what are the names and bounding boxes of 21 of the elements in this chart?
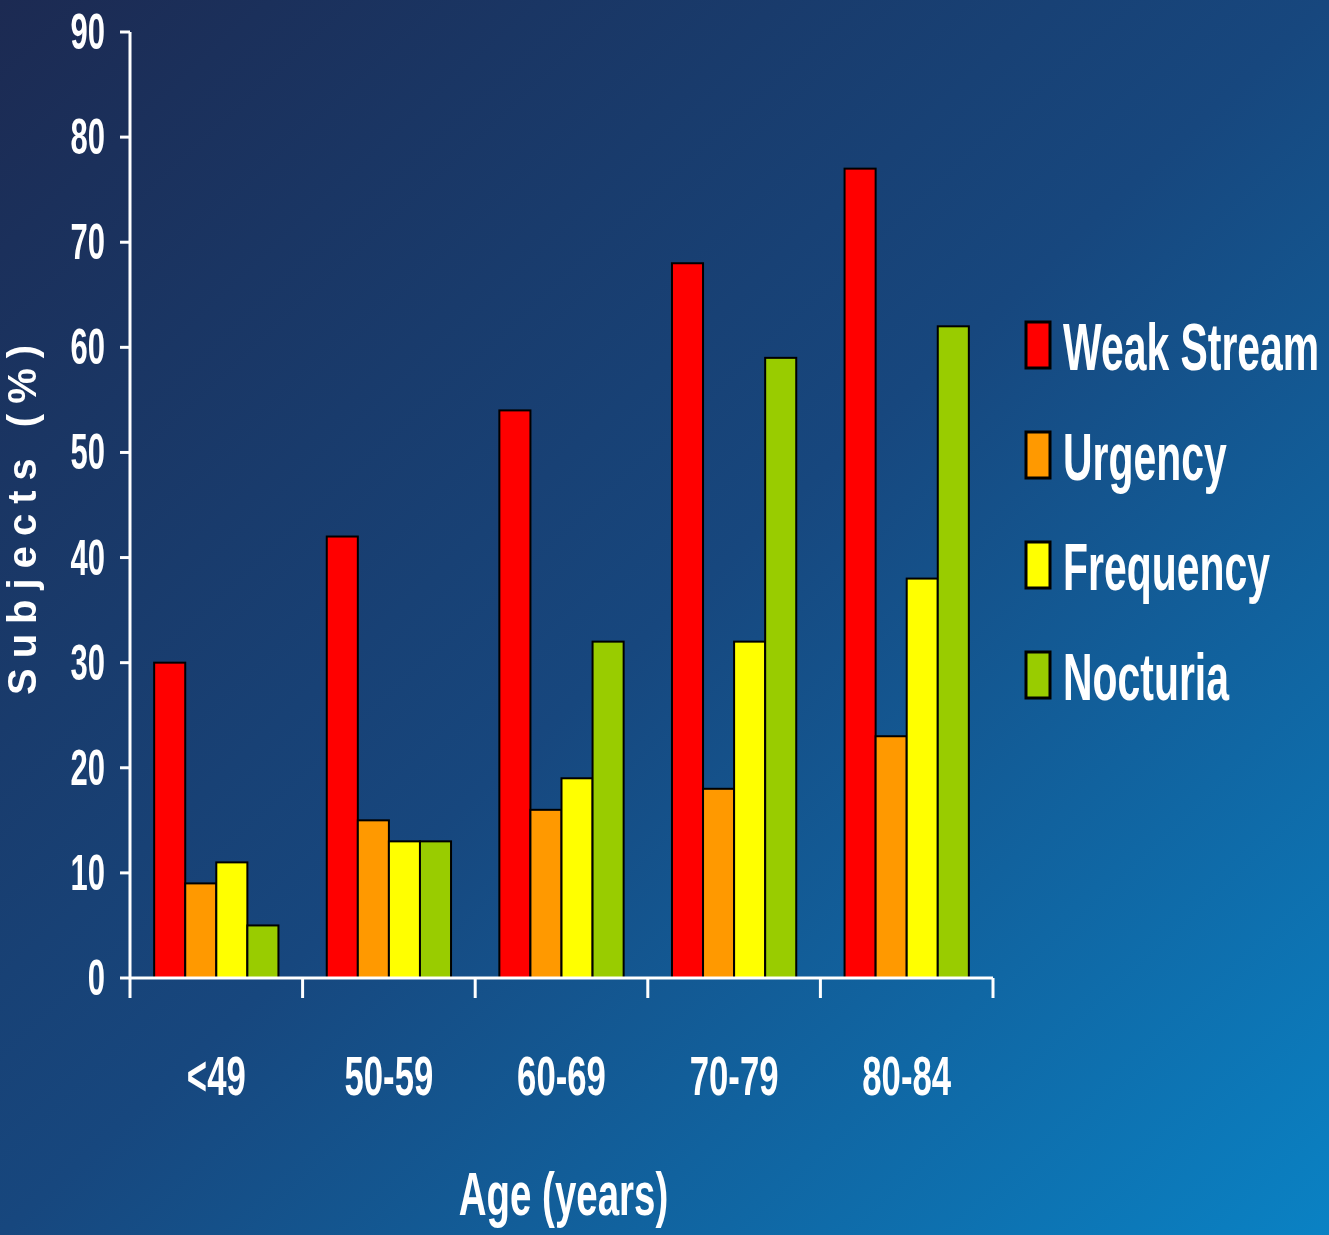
y-tick-label: 50 — [70, 423, 105, 481]
x-tick-label: 80-84 — [862, 1044, 952, 1108]
legend-label: Nocturia — [1063, 639, 1230, 715]
x-axis-title: Age (years) — [458, 1158, 669, 1229]
x-tick-label: 70-79 — [689, 1044, 779, 1108]
y-tick-label: 40 — [70, 528, 105, 586]
x-tick-label: 60-69 — [517, 1044, 606, 1108]
y-tick-label: 20 — [70, 739, 105, 796]
x-tick-label: 50-59 — [344, 1044, 434, 1108]
y-axis-title: Subjects (%) — [0, 334, 44, 696]
x-tick-label: <49 — [186, 1044, 246, 1108]
legend-label: Frequency — [1063, 529, 1271, 605]
y-tick-label: 60 — [70, 318, 105, 376]
y-tick-label: 70 — [70, 213, 105, 271]
y-tick-label: 80 — [70, 108, 105, 165]
legend-label: Urgency — [1063, 419, 1228, 495]
y-tick-label: 90 — [70, 3, 105, 60]
y-tick-label: 0 — [87, 949, 105, 1006]
legend-label: Weak Stream — [1063, 309, 1320, 385]
y-tick-label: 30 — [70, 633, 105, 691]
y-tick-label: 10 — [70, 844, 105, 901]
